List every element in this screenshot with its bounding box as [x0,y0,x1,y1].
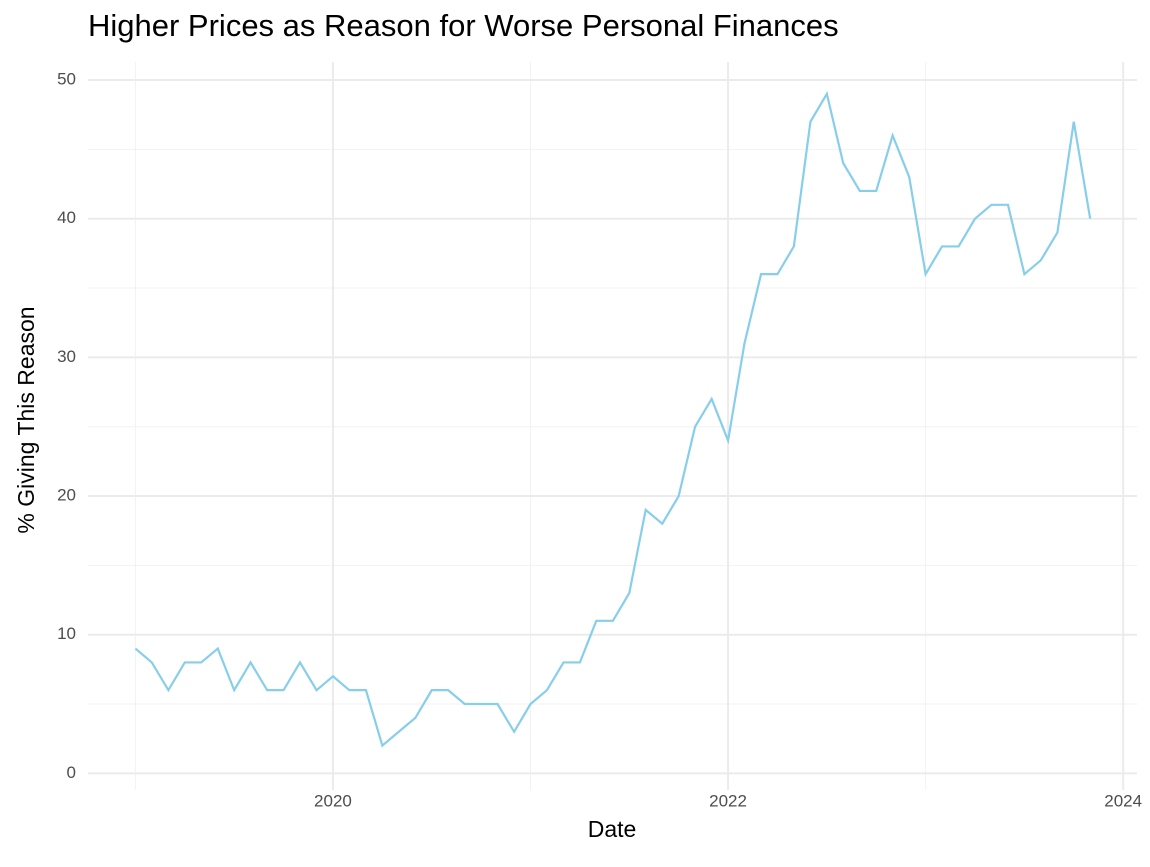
y-tick-label: 0 [67,763,76,782]
y-axis-label: % Giving This Reason [13,306,39,533]
y-tick-label: 20 [57,486,76,505]
x-tick-label: 2022 [709,791,747,810]
y-tick-label: 40 [57,208,76,227]
x-tick-label: 2024 [1104,791,1142,810]
y-tick-label: 10 [57,624,76,643]
x-axis-label: Date [588,816,637,842]
y-tick-label: 50 [57,70,76,89]
y-tick-label: 30 [57,347,76,366]
x-tick-label: 2020 [314,791,352,810]
chart-title: Higher Prices as Reason for Worse Person… [88,8,839,43]
line-series [134,90,1092,748]
